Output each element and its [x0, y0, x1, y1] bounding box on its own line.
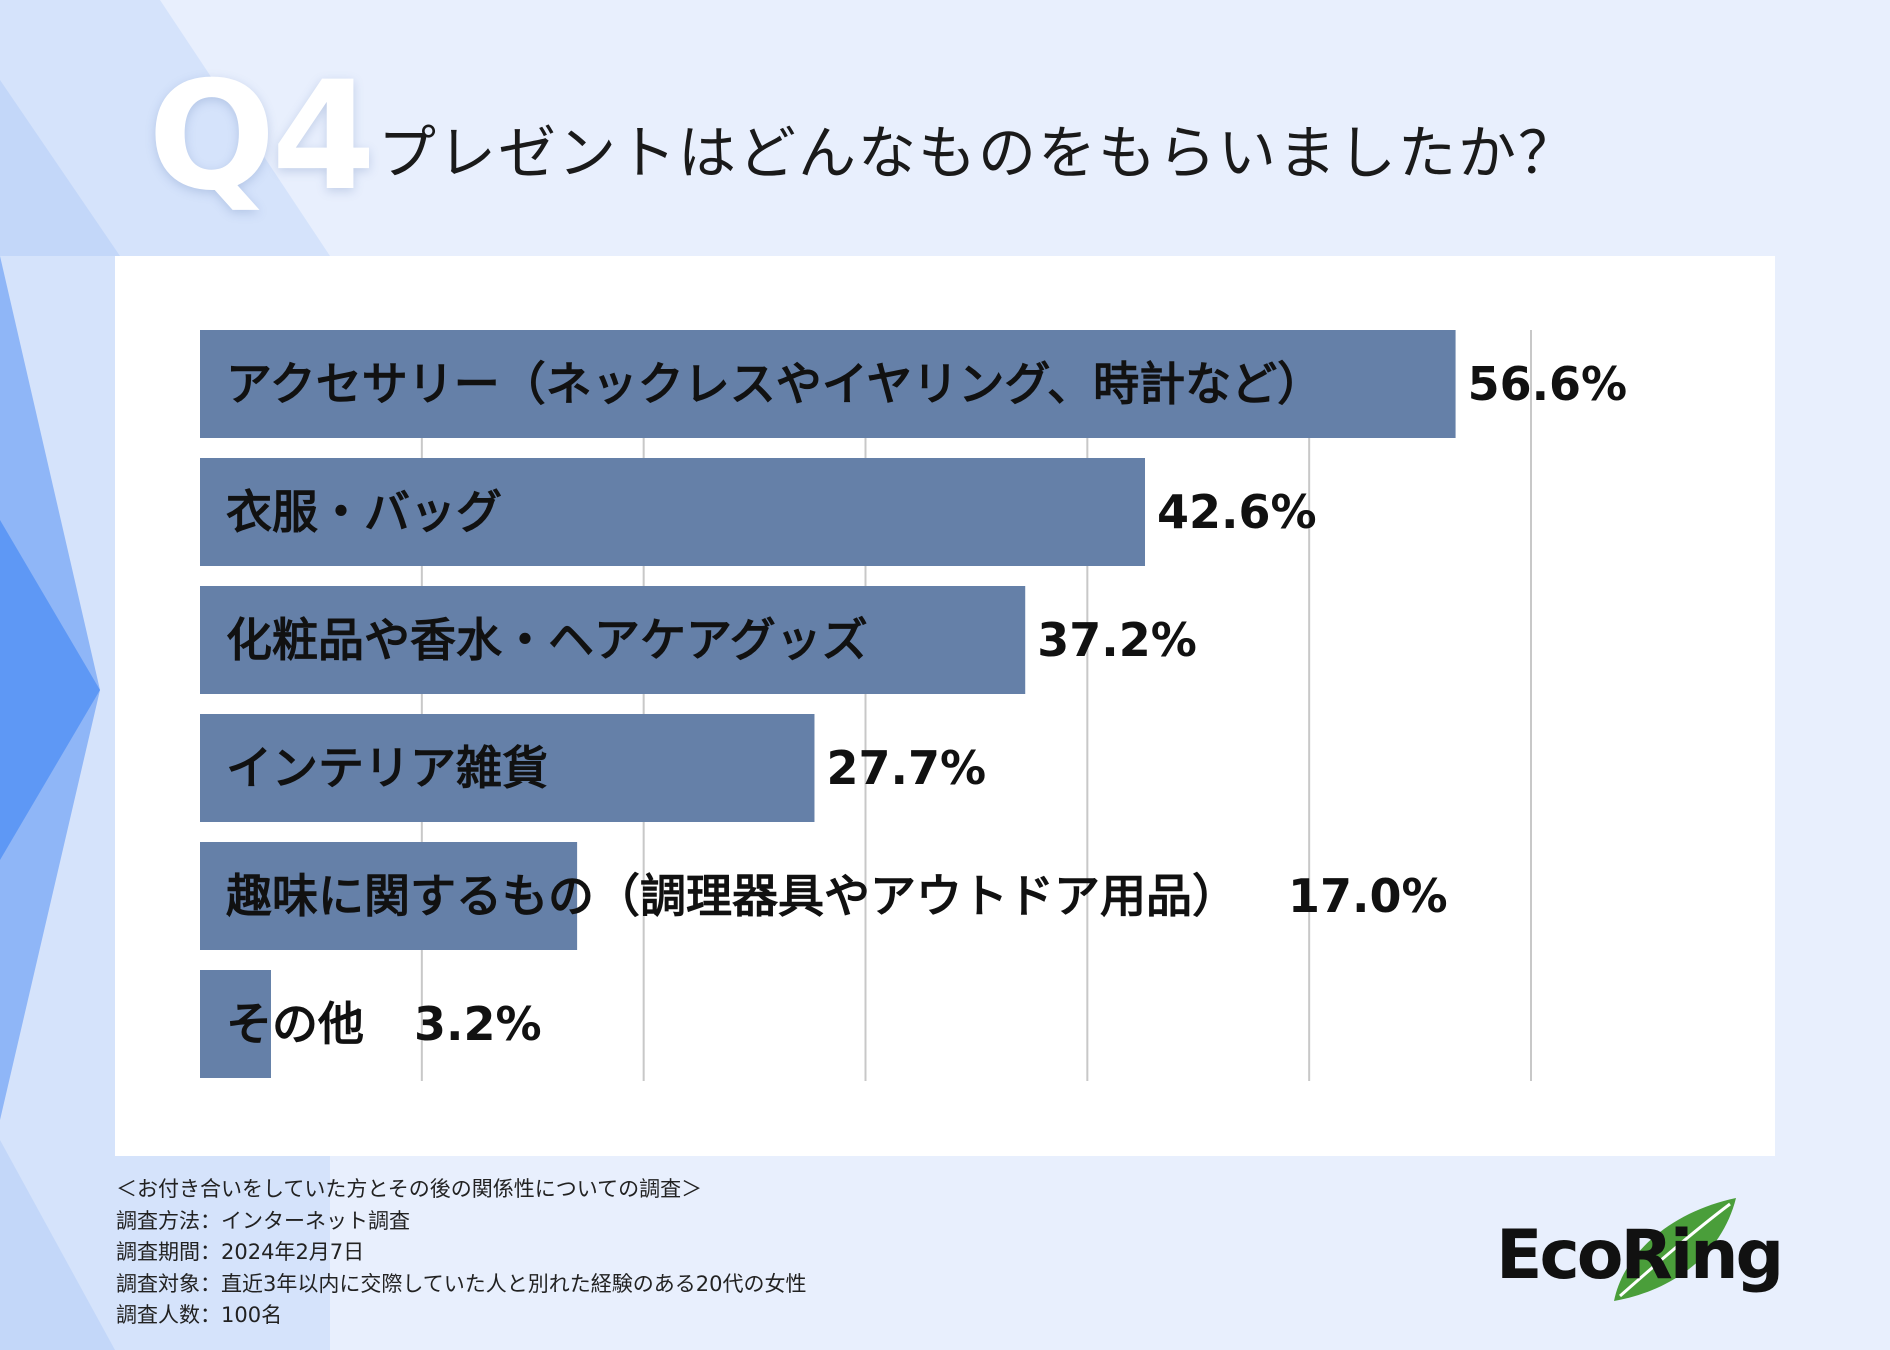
survey-method: 調査方法：インターネット調査 [116, 1208, 410, 1233]
bar [200, 714, 815, 822]
bar-chart: アクセサリー（ネックレスやイヤリング、時計など） 衣服・バッグ化粧品や香水・ヘアケ… [200, 330, 1628, 1081]
question-number: Q4 [148, 50, 376, 224]
question-title: プレゼントはどんなものをもらいましたか？ [378, 119, 1579, 187]
value-label: 56.6% [1468, 357, 1628, 411]
bar [200, 842, 578, 950]
bar [200, 458, 1146, 566]
value-label: 17.0% [1288, 869, 1448, 923]
leaf-icon [1614, 1198, 1736, 1301]
bar [200, 970, 271, 1078]
survey-period: 調査期間：2024年2月7日 [116, 1240, 365, 1264]
value-label: 3.2% [414, 997, 542, 1051]
logo-text: EcoRing [1496, 1216, 1784, 1295]
category-label: インテリア雑貨 [226, 741, 548, 795]
value-label: 27.7% [826, 741, 986, 795]
bar [200, 586, 1026, 694]
category-label: 化粧品や香水・ヘアケアグッズ [226, 613, 868, 667]
survey-count: 調査人数：100名 [116, 1303, 283, 1327]
category-label: 衣服・バッグ [226, 485, 502, 539]
category-label: その他 [226, 997, 364, 1051]
survey-target: 調査対象：直近3年以内に交際していた人と別れた経験のある20代の女性 [116, 1271, 807, 1296]
ecoring-logo: EcoRing [1496, 1196, 1796, 1306]
value-label: 37.2% [1037, 613, 1197, 667]
survey-notes: ＜お付き合いをしていた方とその後の関係性についての調査＞ 調査方法：インターネッ… [116, 1174, 806, 1332]
category-label: アクセサリー（ネックレスやイヤリング、時計など） [226, 357, 1323, 411]
bar [200, 330, 1456, 438]
chart-panel: アクセサリー（ネックレスやイヤリング、時計など） 衣服・バッグ化粧品や香水・ヘアケ… [115, 256, 1775, 1156]
category-label: 趣味に関するもの（調理器具やアウトドア用品） [226, 869, 1238, 923]
gridlines [420, 330, 1532, 1081]
survey-title: ＜お付き合いをしていた方とその後の関係性についての調査＞ [116, 1177, 703, 1201]
value-label: 42.6% [1157, 485, 1317, 539]
